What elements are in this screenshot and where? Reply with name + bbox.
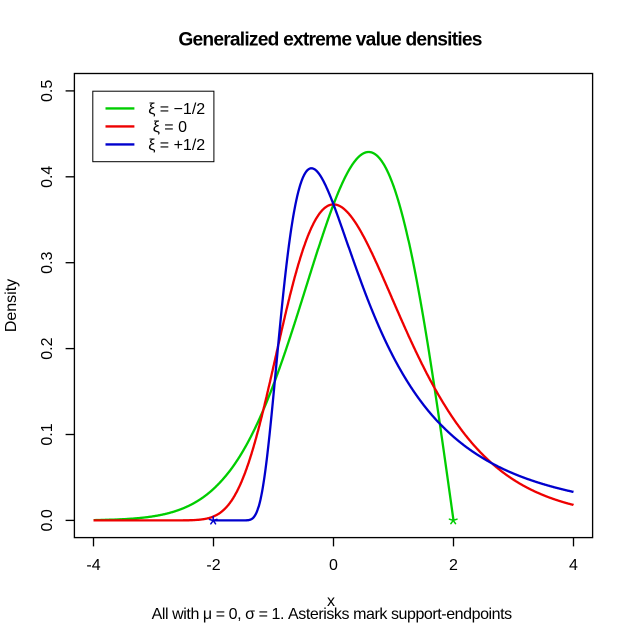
svg-text:Density: Density xyxy=(3,279,20,332)
svg-text:ξ = −1/2: ξ = −1/2 xyxy=(148,101,205,118)
svg-text:-4: -4 xyxy=(86,557,100,574)
svg-text:2: 2 xyxy=(449,557,458,574)
svg-text:0.4: 0.4 xyxy=(39,166,56,188)
svg-text:ξ = +1/2: ξ = +1/2 xyxy=(148,137,205,154)
svg-text:0.2: 0.2 xyxy=(39,337,56,359)
svg-text:0.1: 0.1 xyxy=(39,423,56,445)
svg-text:All with μ = 0, σ = 1. Asteris: All with μ = 0, σ = 1. Asterisks mark su… xyxy=(152,606,512,623)
svg-text:0: 0 xyxy=(329,557,338,574)
svg-text:4: 4 xyxy=(569,557,578,574)
svg-text:-2: -2 xyxy=(206,557,220,574)
svg-text:0.0: 0.0 xyxy=(39,509,56,531)
svg-text:Generalized extreme value dens: Generalized extreme value densities xyxy=(178,30,481,51)
svg-text:0.5: 0.5 xyxy=(39,80,56,102)
svg-text:0.3: 0.3 xyxy=(39,251,56,273)
svg-text:ξ = 0: ξ = 0 xyxy=(153,119,187,136)
svg-text:x: x xyxy=(327,593,335,610)
